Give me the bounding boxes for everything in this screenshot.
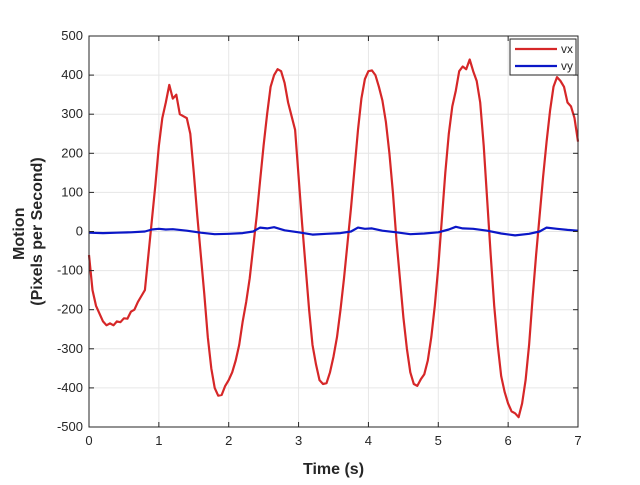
legend-box (509, 38, 577, 76)
y-tick-label: 300 (61, 106, 83, 121)
y-tick-label: 400 (61, 67, 83, 82)
y-axis-title-line-1: Motion (11, 208, 28, 260)
x-tick-label: 3 (295, 433, 302, 448)
x-tick-label: 7 (574, 433, 581, 448)
y-axis-title: Motion (Pixels per Second) (11, 157, 46, 306)
series-layer (87, 58, 580, 419)
y-tick-label: -200 (57, 302, 83, 317)
x-tick-label: 2 (225, 433, 232, 448)
y-tick-label: 100 (61, 184, 83, 199)
series-line-vy (88, 225, 579, 237)
y-tick-label: -400 (57, 380, 83, 395)
x-tick-label: 6 (505, 433, 512, 448)
x-tick-label: 5 (435, 433, 442, 448)
axis-ticks: 0 1 2 3 4 5 6 7 -500 -400 -300 -200 -100 0 100 200 300 40… (57, 28, 582, 448)
legend-label-vx: vx (561, 42, 573, 56)
y-tick-label: -500 (57, 419, 83, 434)
y-tick-label: -300 (57, 341, 83, 356)
x-axis-title: Time (s) (303, 461, 364, 478)
y-tick-label: 200 (61, 145, 83, 160)
x-tick-label: 4 (365, 433, 372, 448)
legend: vx vy (509, 38, 577, 76)
x-tick-label: 0 (85, 433, 92, 448)
y-axis-title-line-2: (Pixels per Second) (29, 157, 46, 306)
x-tick-label: 1 (155, 433, 162, 448)
y-tick-label: 500 (61, 28, 83, 43)
series-line-vx (87, 58, 580, 419)
y-tick-label: -100 (57, 263, 83, 278)
legend-label-vy: vy (561, 59, 573, 73)
y-tick-label: 0 (76, 224, 83, 239)
